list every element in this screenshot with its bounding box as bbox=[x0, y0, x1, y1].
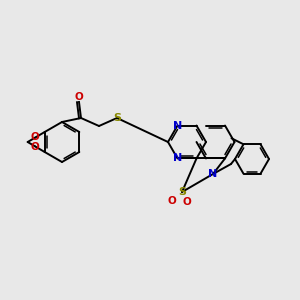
Text: O: O bbox=[31, 133, 40, 142]
Text: O: O bbox=[168, 196, 176, 206]
Text: O: O bbox=[75, 92, 83, 102]
Text: N: N bbox=[208, 169, 217, 179]
Text: S: S bbox=[113, 113, 121, 123]
Text: O: O bbox=[31, 142, 40, 152]
Text: S: S bbox=[178, 187, 186, 197]
Text: N: N bbox=[173, 154, 182, 164]
Text: N: N bbox=[173, 121, 182, 130]
Text: O: O bbox=[183, 197, 191, 207]
